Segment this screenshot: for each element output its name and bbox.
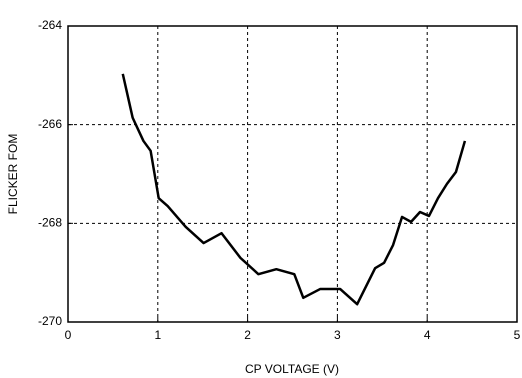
x-tick-label: 2 bbox=[244, 328, 251, 342]
plot-frame bbox=[67, 25, 518, 323]
x-tick-label: 4 bbox=[424, 328, 431, 342]
y-tick-label: -268 bbox=[38, 216, 62, 230]
x-tick-label: 5 bbox=[514, 328, 521, 342]
x-axis-label: CP VOLTAGE (V) bbox=[245, 362, 339, 376]
y-tick-label: -264 bbox=[38, 18, 62, 32]
x-tick-label: 0 bbox=[65, 328, 72, 342]
y-tick-label: -270 bbox=[38, 314, 62, 328]
y-axis-label: FLICKER FOM bbox=[6, 134, 20, 215]
x-tick-label: 1 bbox=[154, 328, 161, 342]
y-tick-label: -266 bbox=[38, 117, 62, 131]
x-tick-label: 3 bbox=[334, 328, 341, 342]
data-line bbox=[121, 73, 467, 306]
